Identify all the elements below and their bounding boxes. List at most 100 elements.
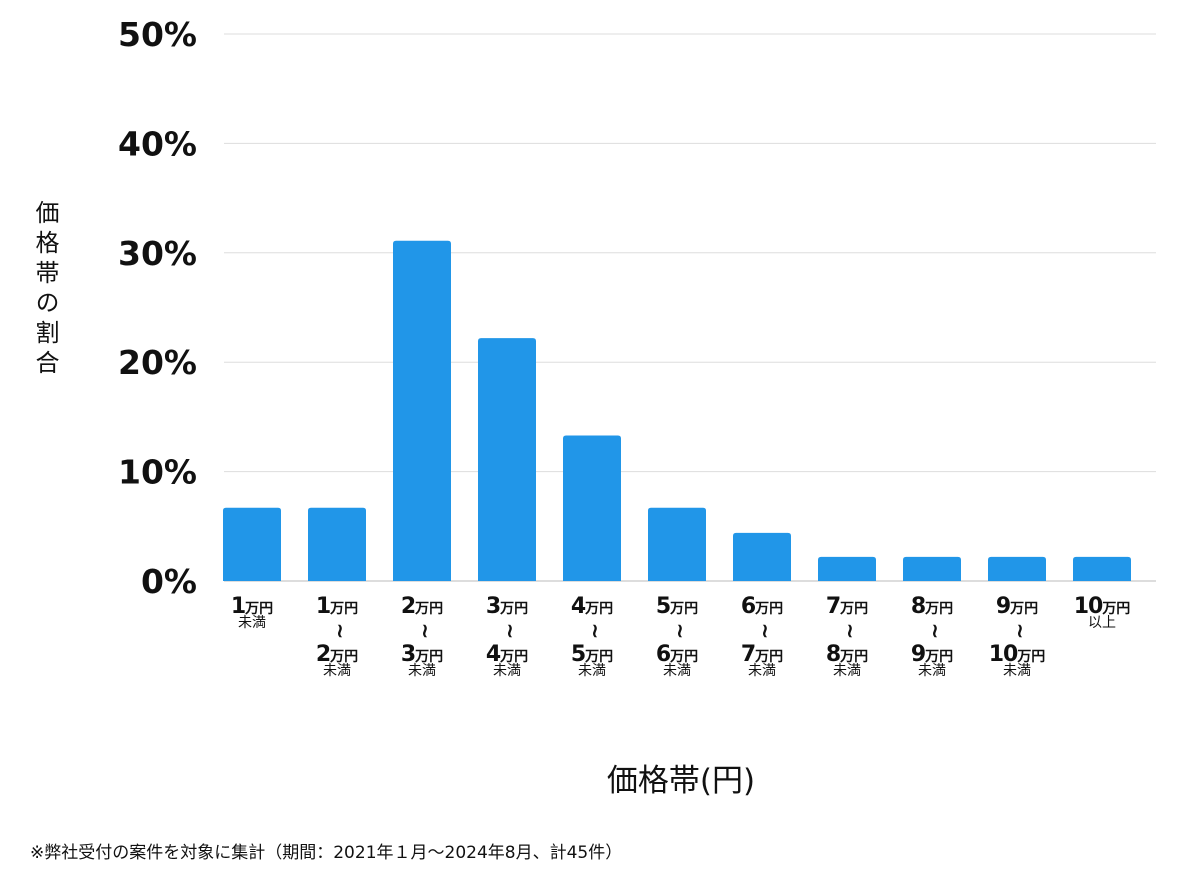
y-axis-label: 価格帯の割合: [31, 200, 59, 380]
x-tick-label: 10万円 以上: [1060, 596, 1145, 636]
range-tilde: ~: [413, 622, 437, 640]
x-tick-label: 7万円 ~8万円 未満: [805, 596, 890, 684]
range-tilde: ~: [838, 622, 862, 640]
price-number: 2: [400, 594, 416, 619]
price-number: 7: [825, 594, 841, 619]
x-tick-label: 9万円 ~10万円 未満: [975, 596, 1060, 684]
price-number: 6: [655, 642, 671, 667]
price-line: 7万円: [720, 644, 805, 666]
range-qualifier: 未満: [663, 663, 691, 679]
range-qualifier: 未満: [1003, 663, 1031, 679]
price-unit: 万円: [840, 649, 869, 665]
range-tilde: ~: [328, 622, 352, 640]
x-tick-label: 1万円 未満: [210, 596, 295, 636]
price-number: 6: [740, 594, 756, 619]
range-qualifier: 未満: [833, 663, 861, 679]
x-tick-label: 4万円 ~5万円 未満: [550, 596, 635, 684]
price-unit: 万円: [755, 601, 784, 617]
range-qualifier: 未満: [408, 663, 436, 679]
price-line: 5万円: [635, 596, 720, 618]
price-line: 4万円: [550, 596, 635, 618]
price-line: 10万円: [975, 644, 1060, 666]
y-tick-label: 30%: [118, 234, 197, 273]
price-unit: 万円: [1102, 601, 1131, 617]
bar: [818, 556, 876, 581]
price-line: 8万円: [890, 596, 975, 618]
range-qualifier: 未満: [493, 663, 521, 679]
price-number: 1: [230, 594, 246, 619]
y-tick-label: 50%: [118, 15, 197, 54]
price-line: 2万円: [295, 644, 380, 666]
range-qualifier: 未満: [238, 615, 266, 631]
bar: [308, 507, 366, 581]
footnote: ※弊社受付の案件を対象に集計（期間：2021年１月～2024年8月、計45件）: [30, 843, 623, 863]
price-unit: 万円: [585, 601, 614, 617]
price-line: 10万円: [1060, 596, 1145, 618]
bar: [478, 338, 536, 581]
price-number: 8: [910, 594, 926, 619]
price-unit: 万円: [330, 601, 359, 617]
range-qualifier: 未満: [578, 663, 606, 679]
x-tick-label: 3万円 ~4万円 未満: [465, 596, 550, 684]
price-unit: 万円: [755, 649, 784, 665]
price-line: 3万円: [465, 596, 550, 618]
price-number: 3: [400, 642, 416, 667]
price-number: 7: [740, 642, 756, 667]
x-axis-label: 価格帯(円): [606, 763, 756, 799]
price-number: 2: [315, 642, 331, 667]
range-qualifier: 以上: [1088, 615, 1116, 631]
price-unit: 万円: [500, 649, 529, 665]
price-unit: 万円: [840, 601, 869, 617]
price-unit: 万円: [925, 601, 954, 617]
price-unit: 万円: [500, 601, 529, 617]
price-line: 8万円: [805, 644, 890, 666]
range-qualifier: 未満: [323, 663, 351, 679]
price-number: 10: [988, 642, 1019, 667]
range-qualifier: 未満: [918, 663, 946, 679]
x-tick-label: 1万円 ~2万円 未満: [295, 596, 380, 684]
x-tick-label: 5万円 ~6万円 未満: [635, 596, 720, 684]
price-number: 1: [315, 594, 331, 619]
bar: [563, 435, 621, 581]
range-tilde: ~: [923, 622, 947, 640]
price-line: 1万円: [210, 596, 295, 618]
price-line: 3万円: [380, 644, 465, 666]
price-line: 1万円: [295, 596, 380, 618]
price-line: 9万円: [975, 596, 1060, 618]
x-tick-label: 2万円 ~3万円 未満: [380, 596, 465, 684]
bar: [903, 556, 961, 581]
price-unit: 万円: [415, 649, 444, 665]
range-tilde: ~: [753, 622, 777, 640]
x-tick-label: 8万円 ~9万円 未満: [890, 596, 975, 684]
price-number: 3: [485, 594, 501, 619]
price-line: 9万円: [890, 644, 975, 666]
price-number: 9: [995, 594, 1011, 619]
price-unit: 万円: [245, 601, 274, 617]
y-tick-label: 40%: [118, 124, 197, 163]
y-tick-label: 20%: [118, 343, 197, 382]
range-tilde: ~: [498, 622, 522, 640]
price-line: 2万円: [380, 596, 465, 618]
bar: [393, 240, 451, 582]
price-unit: 万円: [330, 649, 359, 665]
bar: [733, 532, 791, 581]
bar: [988, 556, 1046, 581]
price-unit: 万円: [925, 649, 954, 665]
price-number: 8: [825, 642, 841, 667]
bar: [648, 507, 706, 581]
price-unit: 万円: [1017, 649, 1046, 665]
range-tilde: ~: [1008, 622, 1032, 640]
price-line: 6万円: [720, 596, 805, 618]
price-number: 10: [1073, 594, 1104, 619]
bar: [223, 507, 281, 581]
price-number: 9: [910, 642, 926, 667]
price-line: 7万円: [805, 596, 890, 618]
x-tick-label: 6万円 ~7万円 未満: [720, 596, 805, 684]
y-tick-label: 0%: [141, 562, 197, 601]
price-unit: 万円: [585, 649, 614, 665]
range-tilde: ~: [583, 622, 607, 640]
price-number: 4: [485, 642, 501, 667]
price-unit: 万円: [1010, 601, 1039, 617]
price-number: 5: [570, 642, 586, 667]
